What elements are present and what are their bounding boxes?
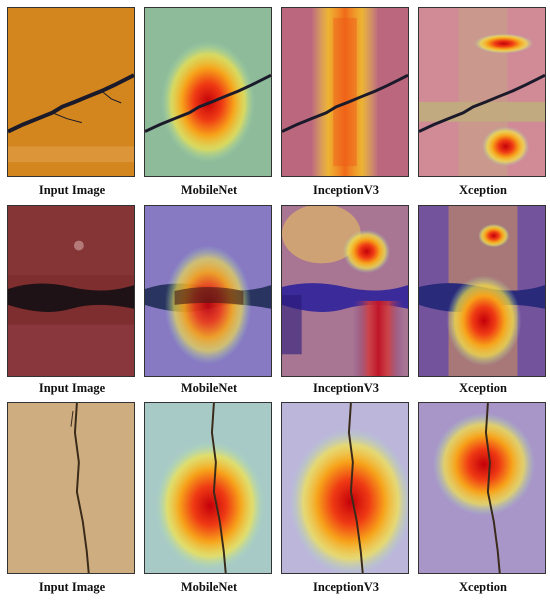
row2-caption-inceptionv3: InceptionV3 <box>313 381 379 395</box>
row3-xception-heatmap <box>418 402 546 574</box>
row1-caption-input: Input Image <box>38 183 106 197</box>
row2-caption-xception: Xception <box>459 381 507 395</box>
row1-caption-xception: Xception <box>459 183 507 197</box>
row1-mobilenet-heatmap <box>144 7 272 177</box>
row2-inceptionv3-heatmap <box>281 205 409 377</box>
row1-caption-inceptionv3: InceptionV3 <box>313 183 379 197</box>
row2-xception-heatmap <box>418 205 546 377</box>
row3-caption-inceptionv3: InceptionV3 <box>313 580 379 594</box>
row2-input-image <box>7 205 135 377</box>
row1-input-image <box>7 7 135 177</box>
row3-caption-input: Input Image <box>38 580 106 594</box>
row2-caption-input: Input Image <box>38 381 106 395</box>
row2-caption-mobilenet: MobileNet <box>180 381 238 395</box>
row3-mobilenet-heatmap <box>144 402 272 574</box>
row3-input-image <box>7 402 135 574</box>
row2-mobilenet-heatmap <box>144 205 272 377</box>
row1-inceptionv3-heatmap <box>281 7 409 177</box>
row1-caption-mobilenet: MobileNet <box>180 183 238 197</box>
row3-inceptionv3-heatmap <box>281 402 409 574</box>
row1-xception-heatmap <box>418 7 546 177</box>
row3-caption-mobilenet: MobileNet <box>180 580 238 594</box>
row3-caption-xception: Xception <box>459 580 507 594</box>
